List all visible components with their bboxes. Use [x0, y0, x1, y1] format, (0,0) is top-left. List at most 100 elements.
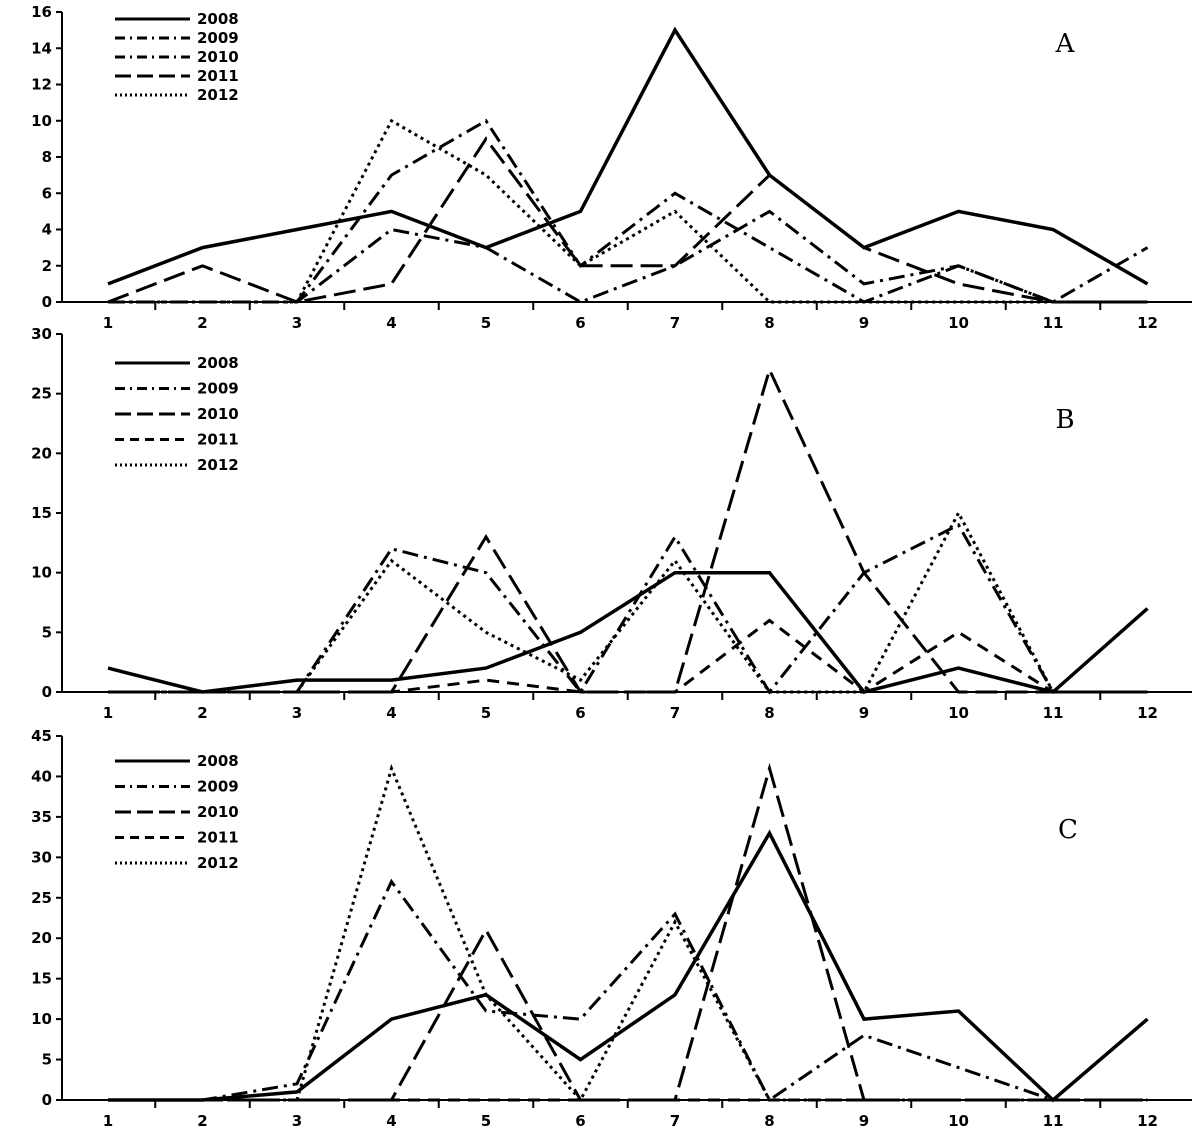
x-tick-label: 2	[197, 704, 207, 722]
legend: 2008 2009 2010 2011 2012	[115, 752, 239, 872]
x-tick-label: 10	[948, 704, 969, 722]
x-tick-label: 7	[670, 1112, 680, 1129]
y-tick-label: 30	[31, 848, 52, 866]
x-tick-label: 10	[948, 1112, 969, 1129]
x-tick-label: 4	[386, 704, 396, 722]
y-tick-label: 30	[31, 325, 52, 343]
y-tick-label: 8	[42, 148, 52, 166]
legend-label-2012: 2012	[197, 86, 239, 104]
legend-label-2010: 2010	[197, 803, 239, 821]
series-line-2008	[108, 829, 1149, 1103]
y-tick-label: 10	[31, 564, 52, 582]
x-tick-label: 8	[764, 1112, 774, 1129]
x-tick-label: 1	[103, 1112, 113, 1129]
x-tick-label: 12	[1137, 314, 1158, 332]
x-tick-label: 1	[103, 704, 113, 722]
x-tick-label: 8	[764, 704, 774, 722]
panel-label: C	[1058, 815, 1078, 845]
x-tick-label: 7	[670, 314, 680, 332]
legend-label-2012: 2012	[197, 456, 239, 474]
series-line-2011	[108, 618, 1148, 694]
series-line-2009	[108, 118, 1149, 304]
legend-label-2010: 2010	[197, 405, 239, 423]
x-tick-label: 9	[859, 1112, 869, 1129]
y-tick-label: 10	[31, 1010, 52, 1028]
panel-label: A	[1055, 29, 1076, 59]
legend-label-2012: 2012	[197, 854, 239, 872]
legend-label-2011: 2011	[197, 67, 239, 85]
x-tick-label: 3	[292, 314, 302, 332]
x-tick-label: 11	[1043, 314, 1064, 332]
series-line-2010	[108, 209, 1148, 304]
series-line-2012	[108, 118, 1148, 304]
legend-label-2011: 2011	[197, 829, 239, 847]
x-tick-label: 8	[764, 314, 774, 332]
x-tick-label: 3	[292, 1112, 302, 1129]
series-line-2008	[107, 26, 1149, 286]
y-tick-label: 12	[31, 76, 52, 94]
y-tick-label: 20	[31, 929, 52, 947]
x-tick-label: 7	[670, 704, 680, 722]
x-tick-label: 10	[948, 314, 969, 332]
y-tick-label: 0	[42, 683, 52, 701]
x-tick-label: 3	[292, 704, 302, 722]
x-tick-label: 6	[575, 1112, 585, 1129]
x-tick-label: 4	[386, 314, 396, 332]
x-tick-label: 5	[481, 314, 491, 332]
y-tick-label: 20	[31, 444, 52, 462]
x-tick-label: 5	[481, 704, 491, 722]
x-tick-label: 12	[1137, 704, 1158, 722]
legend-label-2009: 2009	[197, 778, 239, 796]
series-line-2010	[108, 365, 1148, 694]
legend-label-2009: 2009	[197, 29, 239, 47]
series-line-2012	[108, 763, 1148, 1103]
y-tick-label: 14	[31, 39, 52, 57]
y-tick-label: 35	[31, 808, 52, 826]
x-tick-label: 2	[197, 1112, 207, 1129]
legend-label-2011: 2011	[197, 431, 239, 449]
y-tick-label: 0	[42, 293, 52, 311]
x-tick-label: 5	[481, 1112, 491, 1129]
x-tick-label: 1	[103, 314, 113, 332]
y-tick-label: 5	[42, 623, 52, 641]
y-tick-label: 15	[31, 970, 52, 988]
x-tick-label: 6	[575, 314, 585, 332]
series-line-2010	[108, 762, 1148, 1102]
x-tick-label: 9	[859, 314, 869, 332]
y-tick-label: 0	[42, 1091, 52, 1109]
y-tick-label: 6	[42, 184, 52, 202]
y-tick-label: 4	[42, 221, 52, 239]
x-tick-label: 11	[1043, 1112, 1064, 1129]
x-tick-label: 9	[859, 704, 869, 722]
x-tick-label: 12	[1137, 1112, 1158, 1129]
y-tick-label: 25	[31, 889, 52, 907]
x-tick-label: 11	[1043, 704, 1064, 722]
y-tick-label: 15	[31, 504, 52, 522]
legend-label-2008: 2008	[197, 752, 239, 770]
series-line-2011	[107, 136, 1148, 304]
legend: 2008 2009 2010 2011 2012	[115, 354, 239, 474]
series-line-2008	[107, 570, 1149, 694]
y-tick-label: 10	[31, 112, 52, 130]
x-tick-label: 2	[197, 314, 207, 332]
legend-label-2009: 2009	[197, 380, 239, 398]
y-tick-label: 40	[31, 767, 52, 785]
legend-label-2010: 2010	[197, 48, 239, 66]
y-tick-label: 45	[31, 727, 52, 745]
panel-label: B	[1055, 405, 1074, 435]
legend-label-2008: 2008	[197, 354, 239, 372]
y-tick-label: 5	[42, 1051, 52, 1069]
series-line-2009	[108, 878, 1148, 1103]
x-tick-label: 4	[386, 1112, 396, 1129]
legend-label-2008: 2008	[197, 10, 239, 28]
x-tick-label: 6	[575, 704, 585, 722]
series-line-2012	[108, 509, 1148, 694]
y-tick-label: 16	[31, 3, 52, 21]
series-line-2009	[108, 522, 1148, 695]
y-tick-label: 2	[42, 257, 52, 275]
